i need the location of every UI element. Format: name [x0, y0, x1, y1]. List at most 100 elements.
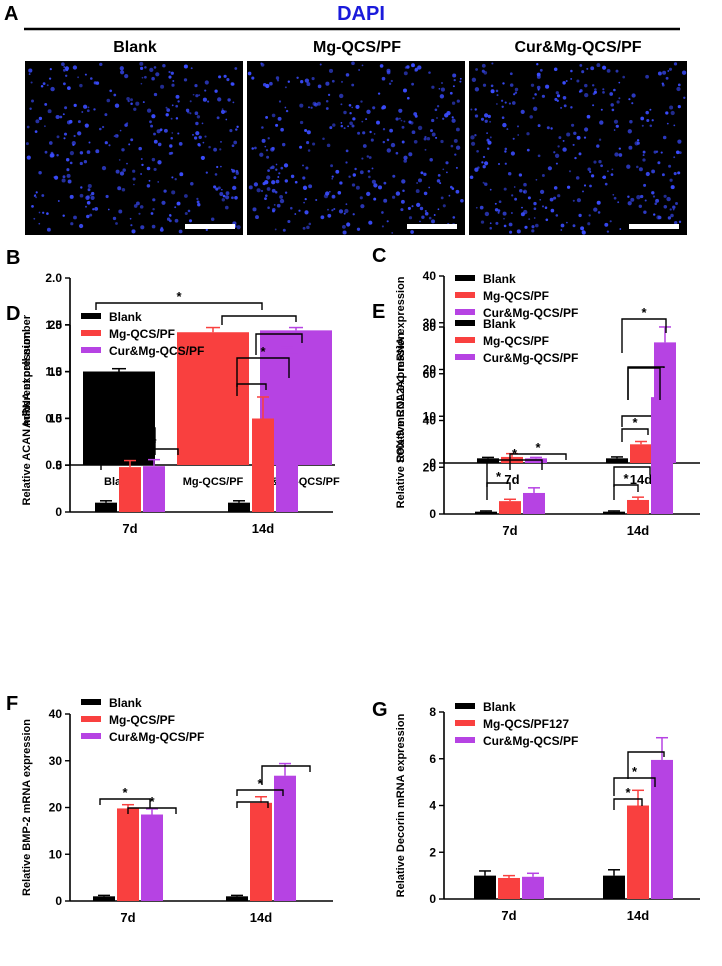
- nucleus: [408, 120, 412, 124]
- nucleus: [256, 188, 261, 193]
- nucleus: [141, 163, 144, 167]
- nucleus: [431, 85, 435, 89]
- nucleus: [359, 196, 363, 200]
- nucleus: [553, 196, 557, 200]
- nucleus: [332, 123, 336, 127]
- nucleus: [345, 161, 348, 164]
- legend-swatch: [455, 292, 475, 298]
- nucleus: [576, 79, 580, 83]
- y-tick-label: 20: [49, 801, 63, 815]
- nucleus: [344, 208, 349, 214]
- nucleus: [195, 94, 199, 98]
- nucleus: [537, 154, 541, 158]
- significance-star: *: [623, 471, 629, 486]
- nucleus: [230, 168, 233, 171]
- nucleus: [631, 102, 634, 105]
- nucleus: [179, 172, 184, 177]
- nucleus: [130, 102, 133, 105]
- nucleus: [489, 136, 492, 139]
- nucleus: [660, 151, 663, 154]
- y-tick-label: 0: [55, 894, 62, 908]
- nucleus: [609, 220, 612, 223]
- significance-bracket: [613, 466, 651, 487]
- significance-star: *: [257, 776, 263, 791]
- bar-F-1-0: [226, 896, 248, 901]
- nucleus: [615, 69, 619, 73]
- nucleus: [253, 182, 259, 187]
- nucleus: [99, 127, 102, 131]
- nucleus: [118, 159, 121, 161]
- nucleus: [677, 83, 681, 87]
- nucleus: [361, 157, 364, 160]
- nucleus: [401, 179, 406, 184]
- nucleus: [547, 166, 552, 171]
- nucleus: [486, 147, 490, 150]
- nucleus: [597, 211, 601, 214]
- nucleus: [445, 161, 449, 165]
- nucleus: [119, 66, 124, 71]
- nucleus: [677, 105, 681, 109]
- nucleus: [403, 120, 406, 123]
- nucleus: [678, 151, 682, 155]
- nucleus: [657, 215, 662, 220]
- nucleus: [35, 196, 38, 199]
- nucleus: [114, 103, 120, 108]
- nucleus: [617, 201, 620, 204]
- nucleus: [343, 212, 346, 215]
- nucleus: [190, 67, 193, 70]
- nucleus: [210, 217, 215, 222]
- nucleus: [451, 118, 456, 123]
- nucleus: [138, 212, 141, 215]
- nucleus: [523, 182, 527, 187]
- nucleus: [105, 194, 109, 199]
- nucleus: [308, 106, 310, 109]
- nucleus: [312, 142, 316, 146]
- nucleus: [165, 113, 169, 117]
- nucleus: [545, 218, 549, 222]
- nucleus: [163, 128, 168, 133]
- nucleus: [675, 150, 680, 155]
- nucleus: [294, 180, 298, 184]
- nucleus: [602, 88, 605, 91]
- nucleus: [302, 226, 306, 230]
- nucleus: [657, 161, 661, 165]
- nucleus: [234, 195, 238, 200]
- micro-label-mg: Mg-QCS/PF: [313, 39, 401, 56]
- nucleus: [323, 193, 329, 199]
- nucleus: [131, 229, 136, 234]
- nucleus: [171, 176, 174, 179]
- nucleus: [638, 167, 643, 172]
- nucleus: [170, 117, 173, 120]
- bar-E-0-1: [499, 501, 521, 514]
- legend-swatch: [81, 716, 101, 722]
- nucleus: [589, 170, 592, 173]
- nucleus: [414, 114, 418, 118]
- nucleus: [573, 131, 577, 135]
- nucleus: [627, 201, 632, 206]
- y-tick-label: 5: [55, 458, 62, 472]
- nucleus: [290, 206, 293, 210]
- nucleus: [460, 199, 464, 203]
- nucleus: [340, 80, 344, 83]
- nucleus: [317, 84, 322, 89]
- nucleus: [346, 222, 351, 227]
- nucleus: [121, 148, 125, 152]
- nucleus: [426, 136, 431, 141]
- significance-bracket: [486, 459, 543, 487]
- nucleus: [130, 224, 133, 227]
- legend-entry: Mg-QCS/PF127: [483, 717, 569, 731]
- nucleus: [455, 145, 461, 150]
- bar-B-1: [177, 332, 249, 465]
- nucleus: [73, 103, 77, 108]
- significance-star: *: [151, 435, 157, 450]
- nucleus: [216, 116, 220, 120]
- x-tick-label: 14d: [630, 472, 652, 487]
- significance-star: *: [122, 785, 128, 800]
- nucleus: [459, 77, 462, 80]
- panel-letter-a: A: [4, 3, 18, 25]
- nucleus: [325, 107, 329, 110]
- nucleus: [283, 163, 289, 168]
- nucleus: [655, 150, 659, 153]
- y-tick-label: 30: [423, 316, 437, 330]
- nucleus: [584, 127, 589, 132]
